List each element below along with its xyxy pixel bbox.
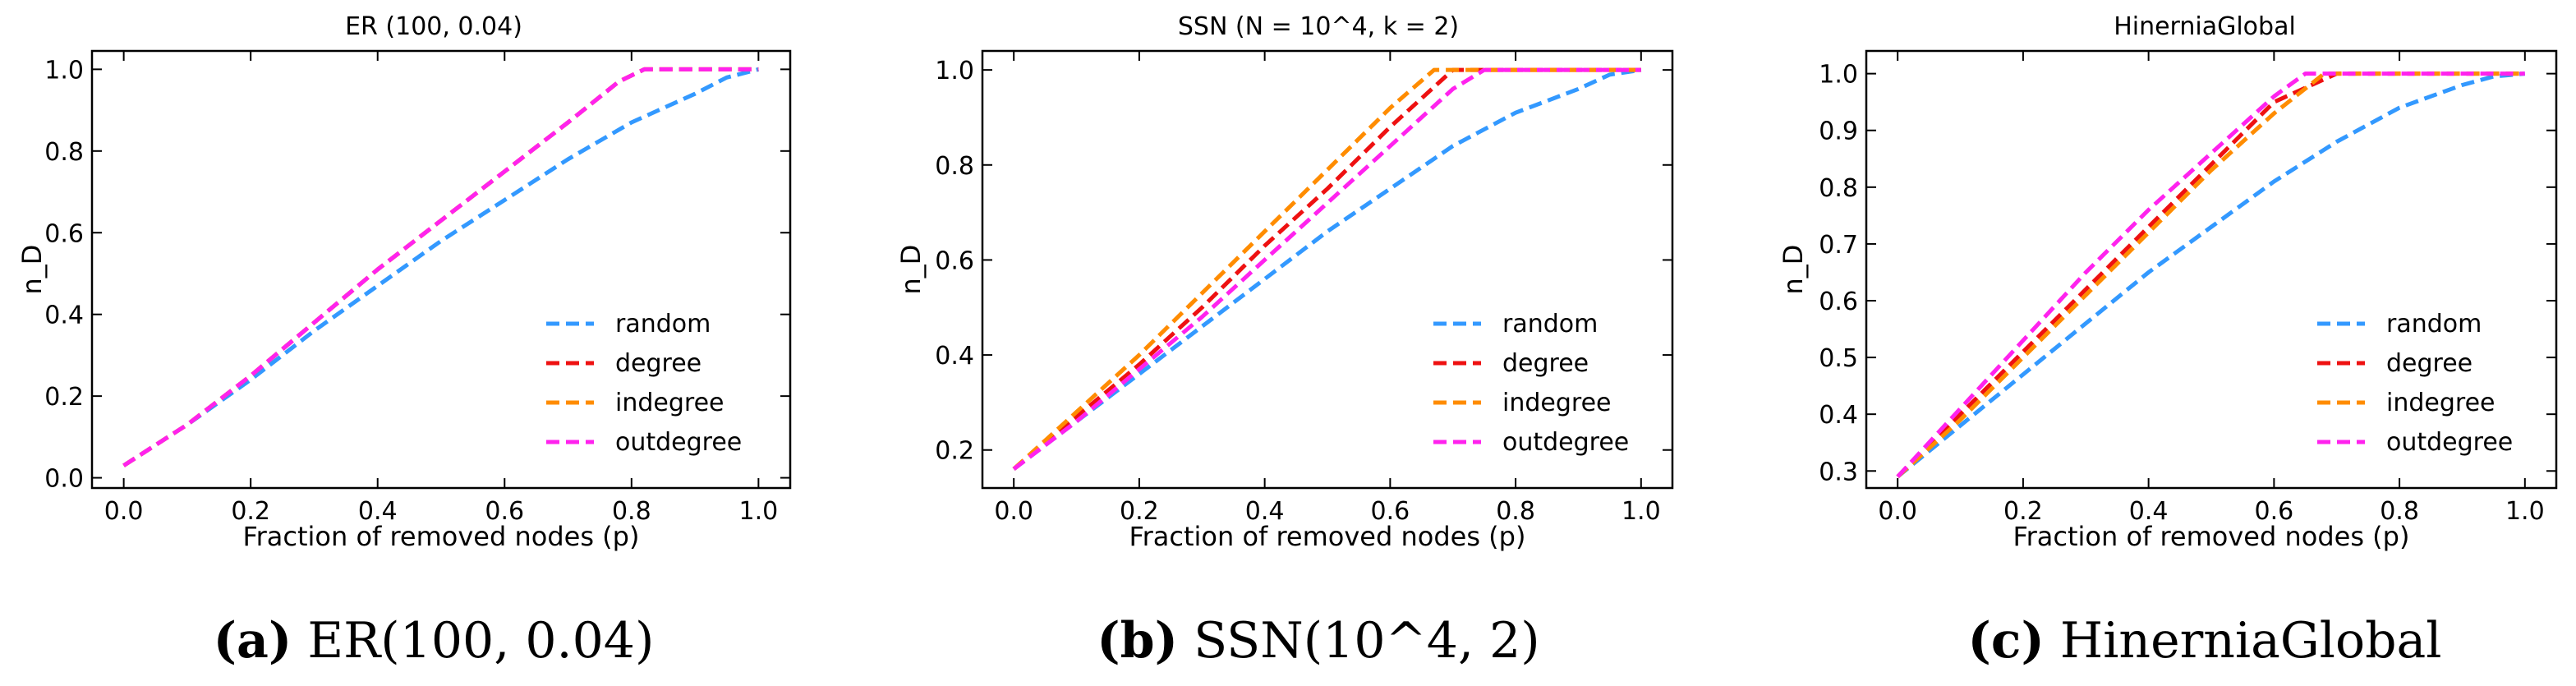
panel-c-caption: (c) HinerniaGlobal xyxy=(1968,612,2442,670)
panel-a-ticks: 0.0 0.2 0.4 0.6 0.8 1.0 0.0 0.2 0.4 0.6 0.8 1.0 xyxy=(44,51,790,526)
panel-b-series xyxy=(1012,67,1642,471)
x-tick-label: 0.8 xyxy=(612,497,651,526)
y-tick-label: 0.8 xyxy=(1819,174,1858,203)
x-tick-label: 0.4 xyxy=(358,497,398,526)
panel-b-ylabel: n_D xyxy=(895,245,927,295)
panel-c-xlabel: Fraction of removed nodes (p) xyxy=(2013,521,2410,552)
panel-a: ER (100, 0.04) 0.0 0.2 0.4 0.6 0.8 1.00.00.20… xyxy=(16,12,792,670)
y-tick-label: 0.4 xyxy=(1819,401,1858,430)
x-tick-label: 0.8 xyxy=(1496,497,1535,526)
y-tick-label: 0.8 xyxy=(44,138,84,167)
legend-label-outdegree: outdegree xyxy=(1502,428,1629,457)
y-tick-label: 0.6 xyxy=(44,219,84,248)
panel-c-series xyxy=(1896,71,2526,479)
legend-label-degree: degree xyxy=(615,349,702,378)
y-tick-label: 0.3 xyxy=(1819,458,1858,486)
y-tick-label: 0.6 xyxy=(935,246,974,275)
panel-b-caption: (b) SSN(10^4, 2) xyxy=(1097,612,1539,670)
x-tick-label: 1.0 xyxy=(2505,497,2545,526)
legend-label-degree: degree xyxy=(2386,349,2472,378)
panel-c-title: HinerniaGlobal xyxy=(2114,12,2296,41)
y-tick-label: 0.4 xyxy=(935,342,974,371)
y-tick-label: 0.7 xyxy=(1819,231,1858,260)
x-tick-label: 1.0 xyxy=(739,497,779,526)
series-line-degree xyxy=(1012,67,1641,471)
panel-c-ylabel: n_D xyxy=(1778,245,1809,295)
legend-label-random: random xyxy=(1502,310,1598,338)
x-tick-label: 0.2 xyxy=(231,497,270,526)
legend-label-random: random xyxy=(615,310,711,338)
series-line-random xyxy=(122,67,760,467)
panel-b: SSN (N = 10^4, k = 2) 0.0 0.2 0.4 0.6 0.8 1.0… xyxy=(895,12,1674,670)
panel-a-axes-frame xyxy=(90,49,792,490)
y-tick-label: 0.4 xyxy=(44,302,84,330)
x-tick-label: 0.6 xyxy=(2255,497,2294,526)
panel-b-title: SSN (N = 10^4, k = 2) xyxy=(1178,12,1459,41)
legend-label-outdegree: outdegree xyxy=(615,428,742,457)
panel-b-ticks: 0.0 0.2 0.4 0.6 0.8 1.0 0.2 0.4 0.6 0.8 1.0 xyxy=(935,51,1672,526)
panel-c-ticks: 0.0 0.2 0.4 0.6 0.8 1.0 0.3 0.4 0.5 0.6 0.7 0.8 0.9 1… xyxy=(1819,51,2556,526)
legend-label-indegree: indegree xyxy=(2386,389,2495,417)
x-tick-label: 0.0 xyxy=(104,497,144,526)
panel-c-legend: random degree indegree outdegree xyxy=(2317,310,2513,457)
legend-label-degree: degree xyxy=(1502,349,1589,378)
panel-a-ylabel: n_D xyxy=(16,245,48,295)
x-tick-label: 1.0 xyxy=(1622,497,1661,526)
x-tick-label: 0.0 xyxy=(994,497,1033,526)
panel-a-caption: (a) ER(100, 0.04) xyxy=(214,612,655,670)
y-tick-label: 1.0 xyxy=(44,56,84,85)
panel-b-xlabel: Fraction of removed nodes (p) xyxy=(1129,521,1526,552)
y-tick-label: 0.2 xyxy=(44,383,84,412)
panel-a-series xyxy=(122,67,760,467)
y-tick-label: 0.0 xyxy=(44,465,84,494)
x-tick-label: 0.6 xyxy=(1371,497,1410,526)
x-tick-label: 0.2 xyxy=(2003,497,2043,526)
x-tick-label: 0.8 xyxy=(2380,497,2419,526)
x-tick-label: 0.4 xyxy=(2129,497,2169,526)
x-tick-label: 0.4 xyxy=(1245,497,1285,526)
legend-label-outdegree: outdegree xyxy=(2386,428,2513,457)
panel-a-legend: random degree indegree outdegree xyxy=(546,310,742,457)
legend-label-random: random xyxy=(2386,310,2482,338)
series-line-random xyxy=(1012,67,1642,471)
panel-a-title: ER (100, 0.04) xyxy=(345,12,522,41)
y-tick-label: 0.8 xyxy=(935,152,974,181)
x-tick-label: 0.0 xyxy=(1878,497,1917,526)
panel-b-legend: random degree indegree outdegree xyxy=(1433,310,1629,457)
series-line-outdegree xyxy=(122,67,759,467)
series-line-random xyxy=(1896,71,2526,479)
panel-c-axes-frame xyxy=(1865,49,2558,490)
panel-b-axes-frame xyxy=(981,49,1674,490)
series-line-outdegree xyxy=(1896,71,2525,478)
y-tick-label: 0.6 xyxy=(1819,288,1858,316)
y-tick-label: 1.0 xyxy=(1819,61,1858,90)
panel-c: HinerniaGlobal 0.0 0.2 0.4 0.6 0.8 1.00.30.40… xyxy=(1778,12,2558,670)
y-tick-label: 1.0 xyxy=(935,57,974,85)
y-tick-label: 0.9 xyxy=(1819,117,1858,146)
series-line-indegree xyxy=(1012,67,1641,471)
y-tick-label: 0.2 xyxy=(935,437,974,466)
panel-a-xlabel: Fraction of removed nodes (p) xyxy=(243,521,640,552)
series-line-indegree xyxy=(1896,71,2525,479)
x-tick-label: 0.2 xyxy=(1120,497,1159,526)
legend-label-indegree: indegree xyxy=(615,389,724,417)
legend-label-indegree: indegree xyxy=(1502,389,1611,417)
x-tick-label: 0.6 xyxy=(485,497,524,526)
y-tick-label: 0.5 xyxy=(1819,344,1858,373)
